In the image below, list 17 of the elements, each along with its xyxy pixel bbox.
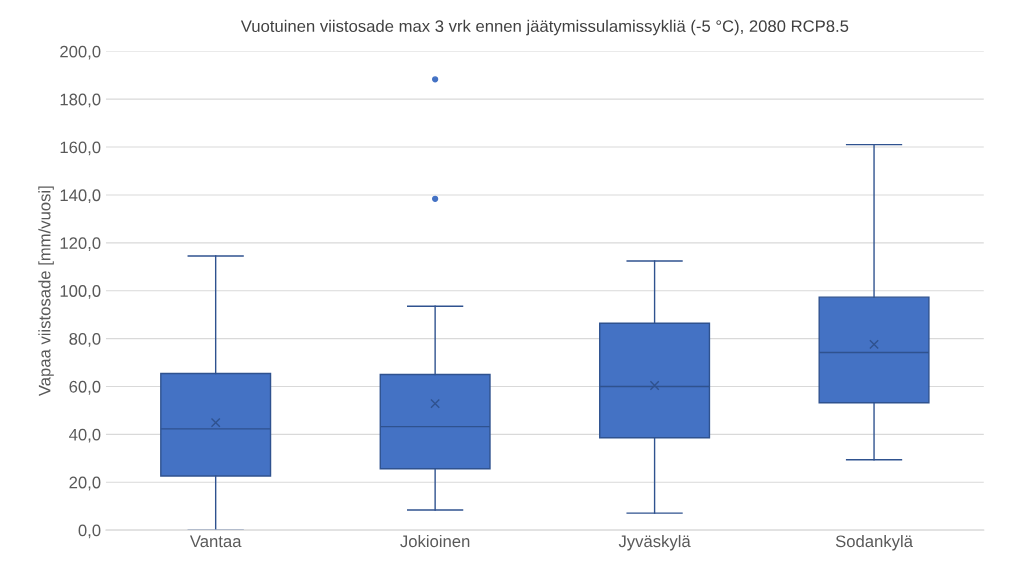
- x-tick-label: Sodankylä: [835, 534, 913, 551]
- chart-title: Vuotuinen viistosade max 3 vrk ennen jäätymissulamissykliä (-5 °C), 2080 RCP8.5: [240, 19, 849, 36]
- y-tick-label: 80,0: [69, 332, 101, 347]
- y-tick-label: 140,0: [60, 189, 101, 204]
- y-tick-label: 180,0: [60, 93, 101, 108]
- y-axis-title: Vapaa viistosade [mm/vuosi]: [38, 186, 54, 397]
- x-tick-label: Jokioinen: [400, 534, 470, 548]
- y-tick-label: 100,0: [60, 285, 101, 299]
- x-tick-label: Jyväskylä: [618, 534, 691, 551]
- y-tick-label: 0,0: [78, 524, 101, 539]
- y-tick-label: 160,0: [60, 141, 101, 156]
- y-tick-label: 200,0: [60, 45, 101, 60]
- x-tick-label: Vantaa: [189, 535, 242, 548]
- y-tick-label: 120,0: [60, 237, 101, 251]
- y-tick-label: 60,0: [69, 380, 101, 395]
- y-tick-label: 40,0: [69, 428, 101, 443]
- y-tick-label: 20,0: [69, 476, 101, 491]
